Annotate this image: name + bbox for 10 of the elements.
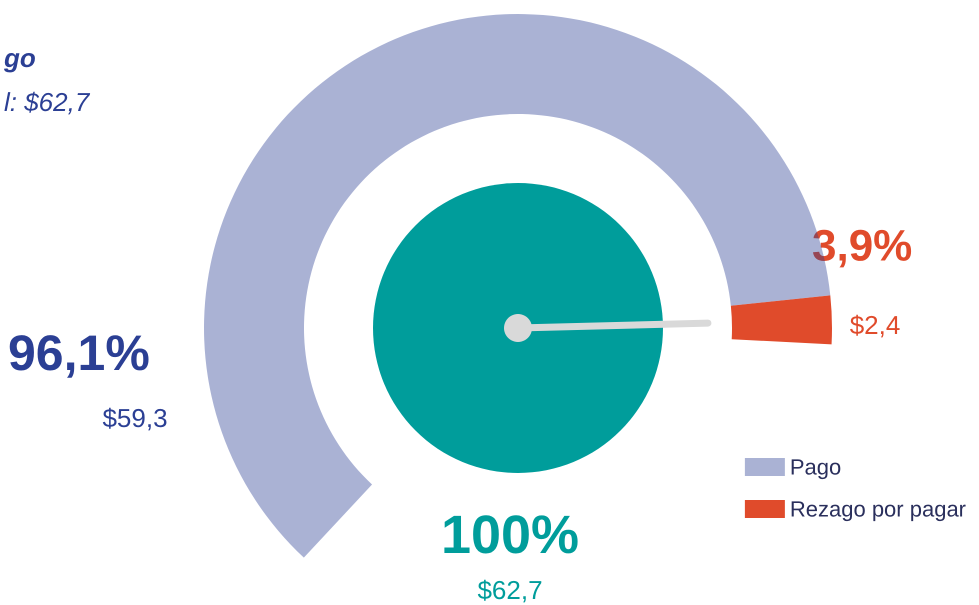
text: $2,4 xyxy=(850,310,900,340)
data-label: 3,9% xyxy=(812,222,912,270)
text: go xyxy=(3,43,36,73)
text: l: $62,7 xyxy=(4,87,91,117)
text: 100% xyxy=(440,505,580,565)
legend-label: Pago xyxy=(790,454,842,480)
legend-label: Rezago por pagar xyxy=(790,496,966,522)
data-label: 96,1% xyxy=(8,325,150,381)
text: $59,3 xyxy=(102,403,168,433)
text: $62,7 xyxy=(477,575,543,605)
